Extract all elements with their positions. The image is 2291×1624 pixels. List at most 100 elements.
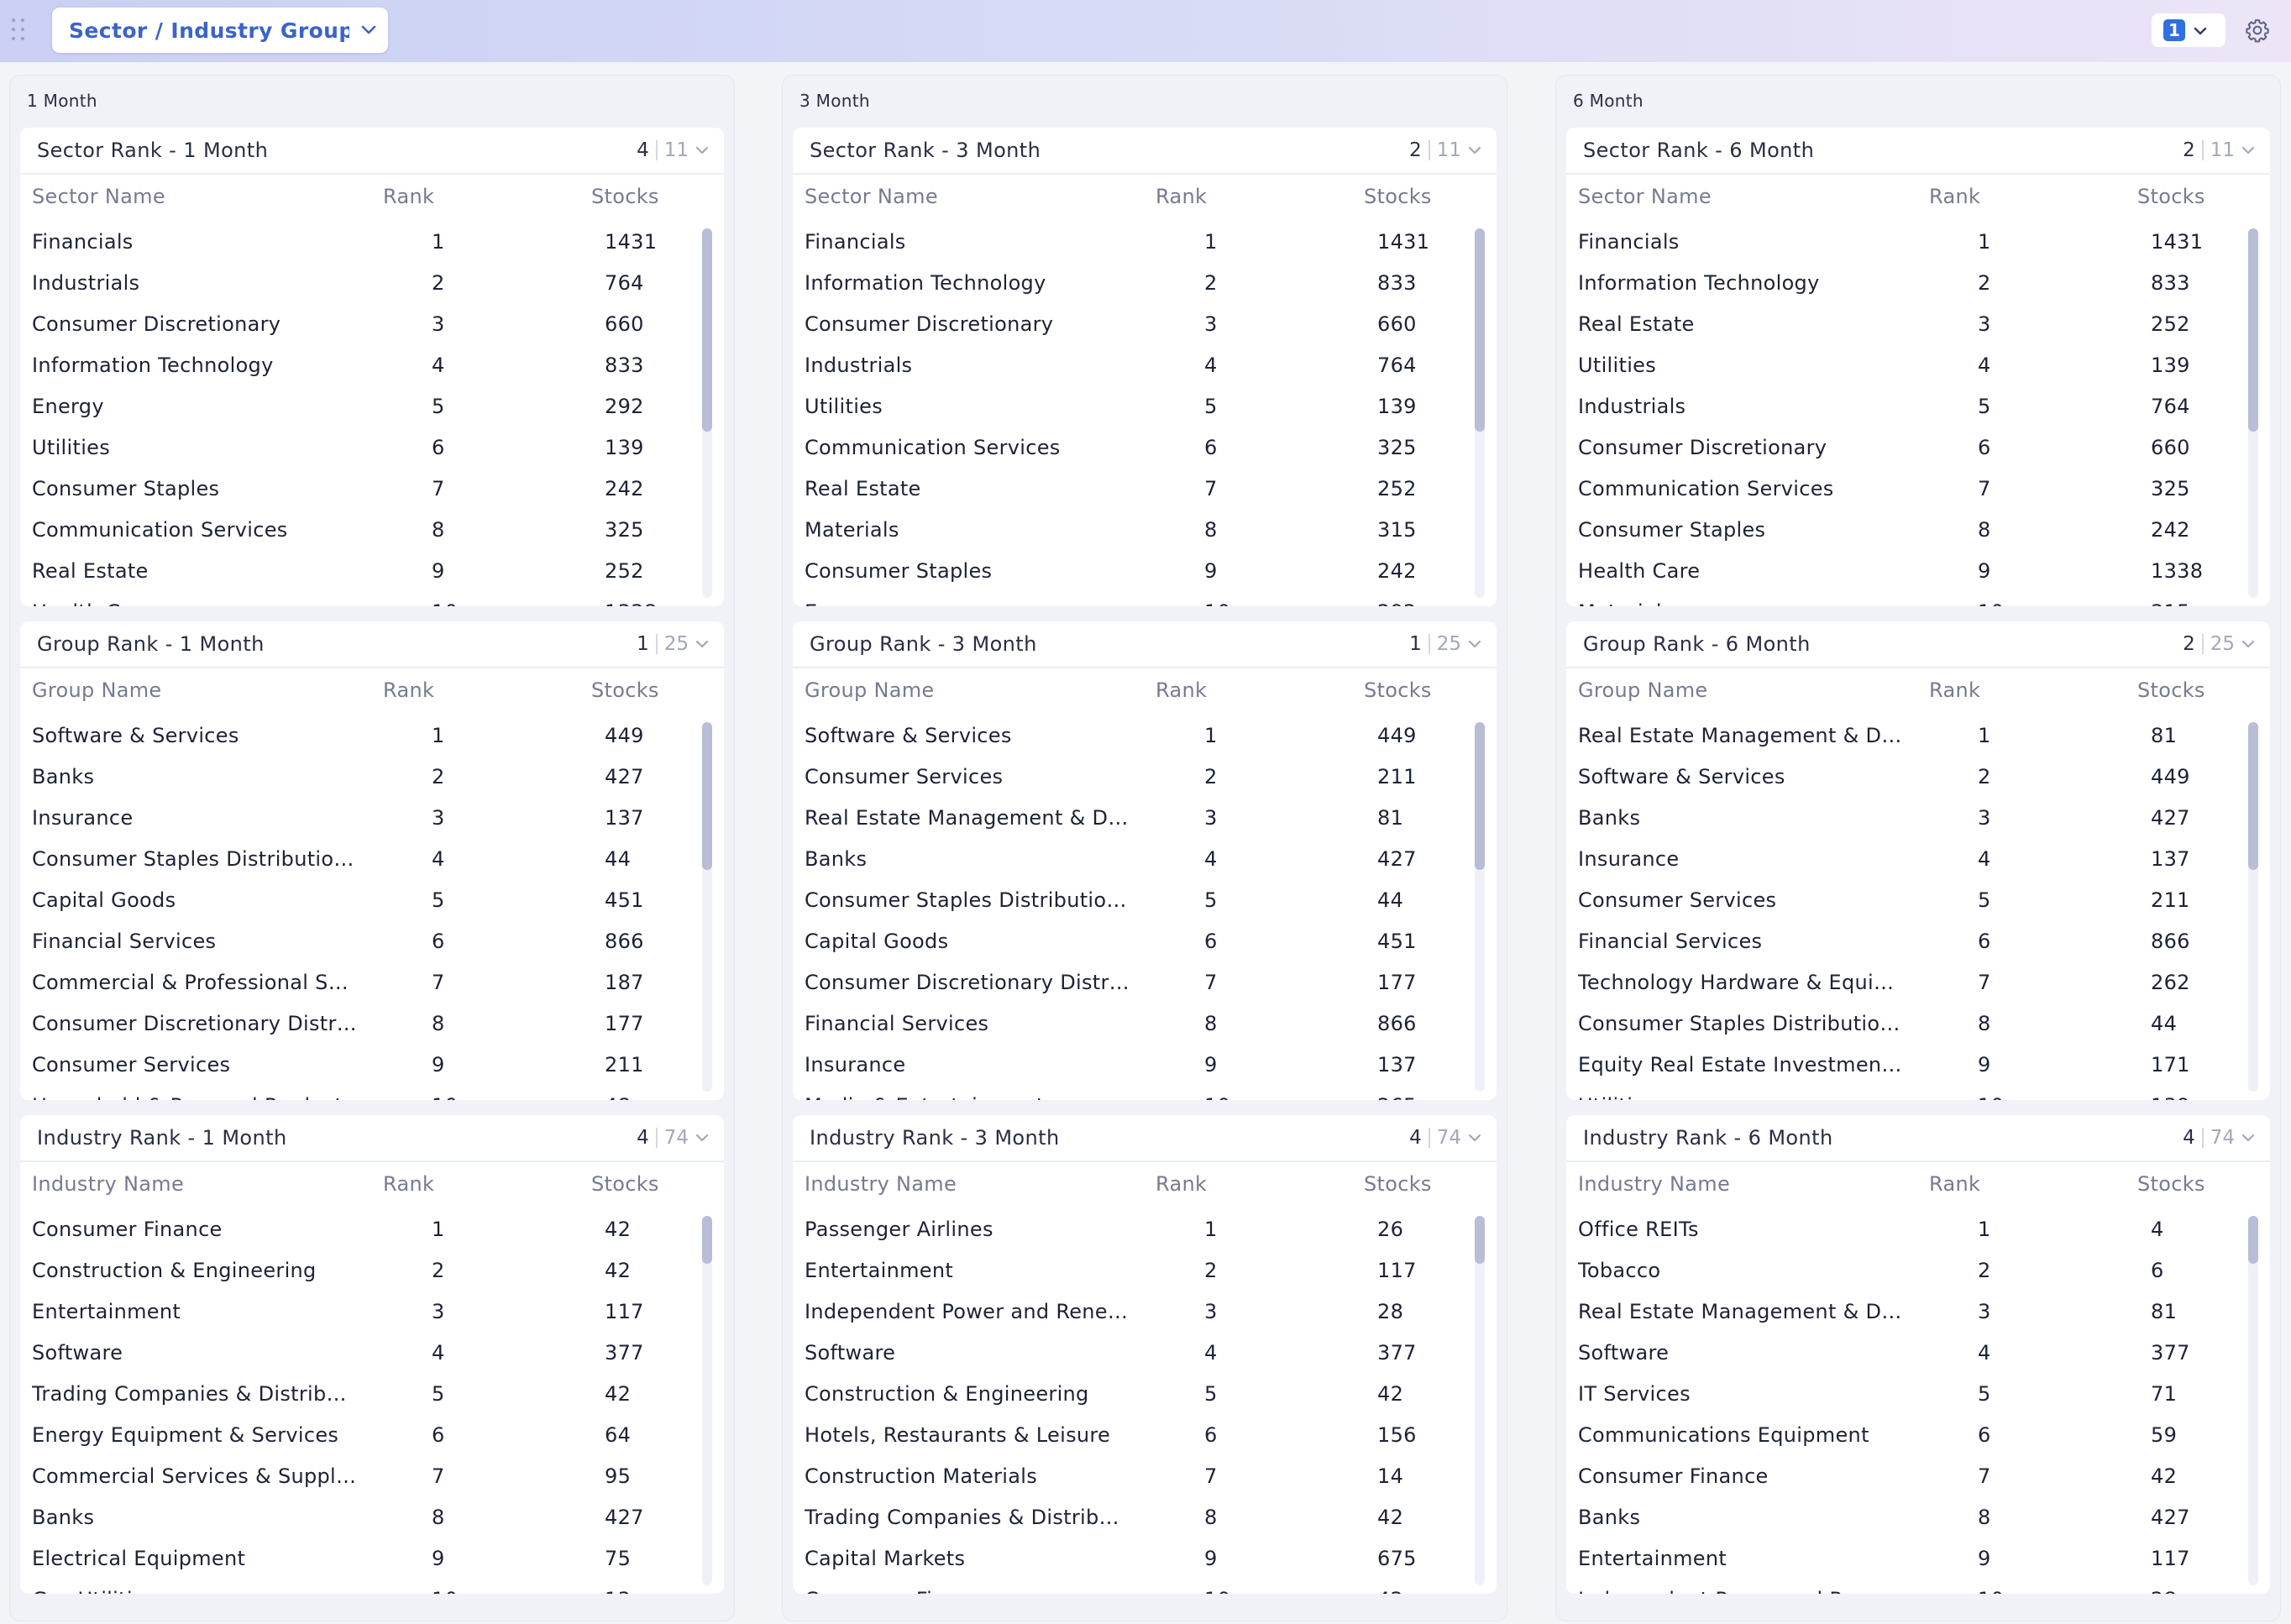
table-row[interactable]: Equity Real Estate Investment Trusts (RE… xyxy=(1566,1045,2241,1086)
table-row[interactable]: Electrical Equipment 9 75 xyxy=(20,1538,695,1579)
scrollbar[interactable] xyxy=(2248,1216,2258,1585)
table-row[interactable]: Industrials 4 764 xyxy=(793,345,1468,386)
table-row[interactable]: Real Estate 9 252 xyxy=(20,551,695,592)
table-row[interactable]: Insurance 9 137 xyxy=(793,1045,1468,1086)
column-header-stocks[interactable]: Stocks xyxy=(591,185,659,208)
column-header-name[interactable]: Industry Name xyxy=(32,1172,185,1196)
column-header-rank[interactable]: Rank xyxy=(1929,678,1981,702)
column-header-name[interactable]: Group Name xyxy=(32,678,162,702)
table-row[interactable]: Consumer Services 9 211 xyxy=(20,1045,695,1086)
scrollbar[interactable] xyxy=(1475,722,1485,1092)
drag-handle-icon[interactable] xyxy=(12,18,27,42)
chevron-down-icon[interactable] xyxy=(695,640,712,648)
column-header-stocks[interactable]: Stocks xyxy=(591,678,659,702)
table-row[interactable]: Insurance 3 137 xyxy=(20,798,695,839)
rank-table-body[interactable]: Financials 1 1431 Industrials 2 764 Consumer D… xyxy=(20,222,724,606)
table-row[interactable]: Capital Markets 9 675 xyxy=(793,1538,1468,1579)
table-row[interactable]: Consumer Staples 7 242 xyxy=(20,469,695,510)
chevron-down-icon[interactable] xyxy=(2241,146,2258,155)
table-row[interactable]: Capital Goods 6 451 xyxy=(793,921,1468,962)
table-row[interactable]: Communication Services 6 325 xyxy=(793,427,1468,469)
page-indicator[interactable]: 4 xyxy=(1409,1127,1422,1149)
table-row[interactable]: Consumer Discretionary 6 660 xyxy=(1566,427,2241,469)
table-row[interactable]: Information Technology 2 833 xyxy=(793,263,1468,304)
scrollbar-thumb[interactable] xyxy=(2248,722,2258,870)
table-row[interactable]: Consumer Finance 1 42 xyxy=(20,1209,695,1250)
column-header-rank[interactable]: Rank xyxy=(383,678,435,702)
column-header-rank[interactable]: Rank xyxy=(1156,678,1208,702)
table-row[interactable]: Office REITs 1 4 xyxy=(1566,1209,2241,1250)
table-row[interactable]: Information Technology 4 833 xyxy=(20,345,695,386)
table-row[interactable]: Utilities 6 139 xyxy=(20,427,695,469)
gear-icon[interactable] xyxy=(2242,15,2273,45)
table-row[interactable]: Consumer Services 5 211 xyxy=(1566,880,2241,921)
scrollbar[interactable] xyxy=(2248,228,2258,598)
table-row[interactable]: Commercial Services & Supplies 7 95 xyxy=(20,1456,695,1497)
table-row[interactable]: Consumer Discretionary Distribution & Re… xyxy=(20,1003,695,1045)
page-indicator[interactable]: 2 xyxy=(1409,139,1422,161)
column-header-rank[interactable]: Rank xyxy=(383,1172,435,1196)
table-row[interactable]: Consumer Staples Distribution & Retail 8 4… xyxy=(1566,1003,2241,1045)
scrollbar[interactable] xyxy=(702,1216,712,1585)
table-row[interactable]: Industrials 2 764 xyxy=(20,263,695,304)
table-row[interactable]: Gas Utilities 10 13 xyxy=(20,1579,695,1594)
table-row[interactable]: Consumer Discretionary 3 660 xyxy=(793,304,1468,345)
table-row[interactable]: Real Estate Management & Development 3 81 xyxy=(1566,1291,2241,1333)
table-row[interactable]: Financials 1 1431 xyxy=(793,222,1468,263)
table-row[interactable]: Utilities 10 139 xyxy=(1566,1086,2241,1100)
page-indicator[interactable]: 4 xyxy=(2183,1127,2195,1149)
table-row[interactable]: Materials 10 315 xyxy=(1566,592,2241,606)
table-row[interactable]: Industrials 5 764 xyxy=(1566,386,2241,427)
table-row[interactable]: Communication Services 8 325 xyxy=(20,510,695,551)
table-row[interactable]: Banks 4 427 xyxy=(793,839,1468,880)
table-row[interactable]: Software 4 377 xyxy=(20,1333,695,1374)
table-row[interactable]: IT Services 5 71 xyxy=(1566,1374,2241,1415)
scrollbar-thumb[interactable] xyxy=(1475,722,1485,870)
table-row[interactable]: Software 4 377 xyxy=(1566,1333,2241,1374)
table-row[interactable]: Consumer Staples Distribution & Retail44… xyxy=(20,839,695,880)
table-row[interactable]: Financials 1 1431 xyxy=(20,222,695,263)
column-header-name[interactable]: Sector Name xyxy=(32,185,165,208)
rank-table-body[interactable]: Financials 1 1431 Information Technology 2 83… xyxy=(793,222,1497,606)
column-header-stocks[interactable]: Stocks xyxy=(2137,1172,2205,1196)
table-row[interactable]: Real Estate Management & Development 1 81 xyxy=(1566,715,2241,757)
chevron-down-icon[interactable] xyxy=(2241,640,2258,648)
table-row[interactable]: Information Technology 2 833 xyxy=(1566,263,2241,304)
table-row[interactable]: Utilities 5 139 xyxy=(793,386,1468,427)
table-row[interactable]: Software 4 377 xyxy=(793,1333,1468,1374)
table-row[interactable]: Independent Power and Renewable Electric… xyxy=(1566,1579,2241,1594)
scrollbar-thumb[interactable] xyxy=(1475,1216,1485,1265)
scrollbar[interactable] xyxy=(2248,722,2258,1092)
column-header-stocks[interactable]: Stocks xyxy=(591,1172,659,1196)
table-row[interactable]: Household & Personal Products 10 48 xyxy=(20,1086,695,1100)
table-row[interactable]: Construction Materials 7 14 xyxy=(793,1456,1468,1497)
table-row[interactable]: Consumer Staples 8 242 xyxy=(1566,510,2241,551)
table-row[interactable]: Capital Goods 5 451 xyxy=(20,880,695,921)
table-row[interactable]: Technology Hardware & Equipment 7 262 xyxy=(1566,962,2241,1003)
column-header-stocks[interactable]: Stocks xyxy=(1364,1172,1432,1196)
table-row[interactable]: Trading Companies & Distributors 5 42 xyxy=(20,1374,695,1415)
view-selector-dropdown[interactable]: Sector / Industry Group ... xyxy=(52,8,388,53)
column-header-name[interactable]: Sector Name xyxy=(1578,185,1712,208)
table-row[interactable]: Real Estate 7 252 xyxy=(793,469,1468,510)
column-header-name[interactable]: Sector Name xyxy=(805,185,938,208)
page-indicator[interactable]: 1 xyxy=(637,633,649,655)
column-header-name[interactable]: Group Name xyxy=(1578,678,1708,702)
table-row[interactable]: Consumer Finance 10 42 xyxy=(793,1579,1468,1594)
column-header-name[interactable]: Industry Name xyxy=(805,1172,957,1196)
table-row[interactable]: Materials 8 315 xyxy=(793,510,1468,551)
rank-table-body[interactable]: Financials 1 1431 Information Technology 2 83… xyxy=(1566,222,2270,606)
table-row[interactable]: Financial Services 8 866 xyxy=(793,1003,1468,1045)
table-row[interactable]: Financials 1 1431 xyxy=(1566,222,2241,263)
table-row[interactable]: Consumer Discretionary 3 660 xyxy=(20,304,695,345)
table-row[interactable]: Entertainment 3 117 xyxy=(20,1291,695,1333)
page-indicator[interactable]: 2 xyxy=(2183,139,2195,161)
rank-table-body[interactable]: Passenger Airlines 1 26 Entertainment 2 117 In… xyxy=(793,1209,1497,1594)
table-row[interactable]: Real Estate Management & Development 3 81 xyxy=(793,798,1468,839)
table-row[interactable]: Consumer Services 2 211 xyxy=(793,757,1468,798)
column-header-stocks[interactable]: Stocks xyxy=(1364,185,1432,208)
scrollbar-thumb[interactable] xyxy=(2248,228,2258,432)
table-row[interactable]: Passenger Airlines 1 26 xyxy=(793,1209,1468,1250)
table-row[interactable]: Banks 2 427 xyxy=(20,757,695,798)
page-indicator[interactable]: 4 xyxy=(637,1127,649,1149)
